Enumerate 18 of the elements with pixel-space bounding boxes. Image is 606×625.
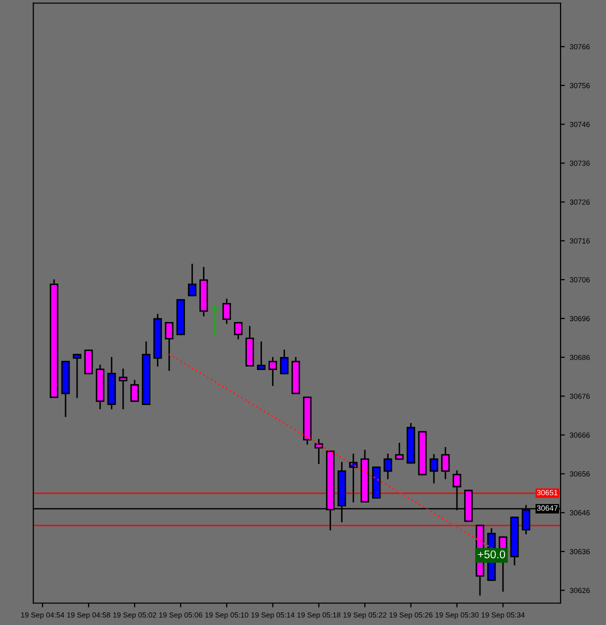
candlestick	[256, 341, 266, 370]
candlestick	[314, 438, 324, 464]
candlestick	[130, 380, 139, 402]
candlestick	[268, 356, 278, 386]
candlestick	[384, 454, 392, 480]
candlestick	[395, 442, 404, 460]
candlestick	[430, 454, 438, 484]
candlestick	[72, 354, 82, 398]
candlestick	[441, 447, 450, 480]
candlestick	[188, 264, 196, 296]
candlestick	[222, 298, 231, 324]
candlestick	[84, 350, 93, 374]
candlestick	[164, 322, 174, 371]
candlestick	[234, 322, 242, 340]
annotation: +50.0	[478, 550, 506, 558]
candlestick	[349, 454, 358, 502]
candlestick	[280, 350, 289, 374]
candlestick	[118, 368, 128, 410]
